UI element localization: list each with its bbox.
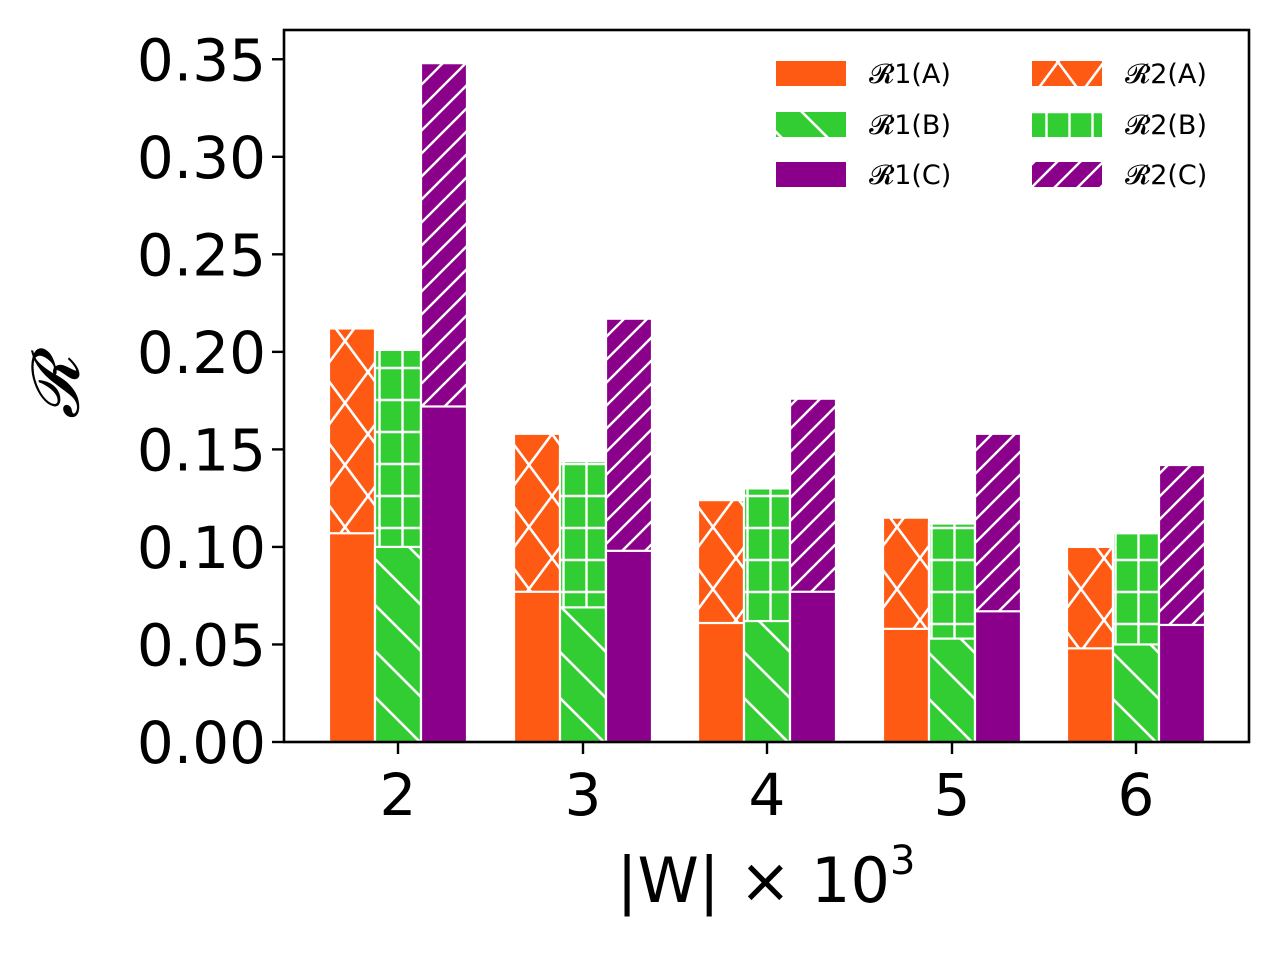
bar-r1-b-6 xyxy=(1111,643,1161,744)
legend-swatch-r2-a xyxy=(1032,61,1102,86)
bar-r1-c-4 xyxy=(788,590,838,744)
x-axis-label-exponent: 3 xyxy=(890,838,915,884)
x-tick-label: 4 xyxy=(749,761,786,829)
y-tick-label: 0.15 xyxy=(137,416,266,484)
bar-r1-c-5 xyxy=(973,610,1023,744)
plot-frame xyxy=(282,28,1251,744)
bar-r1-a-3 xyxy=(512,590,562,744)
x-axis-label: |W| × 103 xyxy=(617,838,916,918)
y-axis-label: 𝓡 xyxy=(17,347,94,419)
y-tick-label: 0.00 xyxy=(137,709,266,777)
y-tick-label: 0.35 xyxy=(137,26,266,94)
bar-r1-c-2 xyxy=(419,405,469,744)
legend-swatch-r1-b xyxy=(776,112,846,137)
y-tick-label: 0.20 xyxy=(137,319,266,387)
bar-r1-b-2 xyxy=(373,545,423,744)
y-axis-ticks: 0.00 0.05 0.10 0.15 0.20 0.25 0.30 0.35 xyxy=(137,26,284,777)
bar-r1-a-6 xyxy=(1065,647,1115,744)
bar-r1-c-6 xyxy=(1157,623,1207,744)
bar-r1-a-4 xyxy=(696,621,746,744)
bar-r1-b-5 xyxy=(927,637,977,744)
y-tick-label: 0.30 xyxy=(137,124,266,192)
bar-r1-a-5 xyxy=(881,627,931,744)
legend-label-r1-b: 𝓡1(B) xyxy=(869,110,951,141)
legend-label-r1-c: 𝓡1(C) xyxy=(869,160,951,191)
x-tick-label: 6 xyxy=(1118,761,1155,829)
legend-label-r2-b: 𝓡2(B) xyxy=(1125,110,1207,141)
legend-label-r2-a: 𝓡2(A) xyxy=(1125,59,1207,90)
y-tick-label: 0.25 xyxy=(137,221,266,289)
legend-label-r1-a: 𝓡1(A) xyxy=(869,59,951,90)
x-axis-ticks: 2 3 4 5 6 xyxy=(380,742,1155,829)
y-tick-label: 0.10 xyxy=(137,514,266,582)
legend-swatch-r2-c xyxy=(1032,162,1102,187)
x-tick-label: 2 xyxy=(380,761,417,829)
x-tick-label: 5 xyxy=(934,761,971,829)
legend-swatch-r1-a xyxy=(776,61,846,86)
bar-r1-a-2 xyxy=(327,532,377,744)
legend: 𝓡1(A) 𝓡1(B) 𝓡1(C) 𝓡2(A) 𝓡2(B) 𝓡2(C) xyxy=(776,59,1207,191)
legend-swatch-r1-c xyxy=(776,162,846,187)
bar-r1-c-3 xyxy=(604,549,654,744)
bar-r1-b-4 xyxy=(742,619,792,744)
legend-swatch-r2-b xyxy=(1032,112,1102,137)
x-tick-label: 3 xyxy=(565,761,602,829)
bar-r1-b-3 xyxy=(558,606,608,744)
y-tick-label: 0.05 xyxy=(137,611,266,679)
legend-label-r2-c: 𝓡2(C) xyxy=(1125,160,1207,191)
bars-layer xyxy=(327,62,1207,744)
x-axis-label-text: |W| × 10 xyxy=(617,844,890,918)
